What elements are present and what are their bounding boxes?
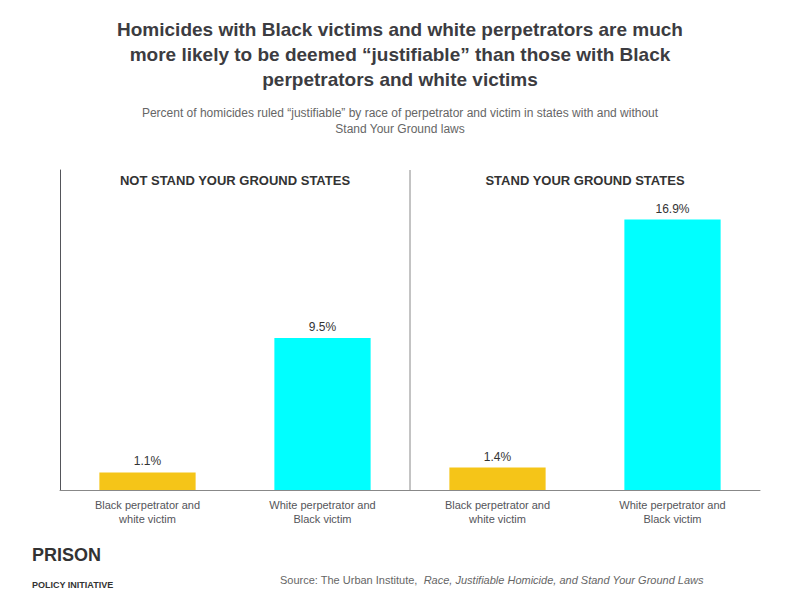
svg-text:more likely to be deemed “just: more likely to be deemed “justifiable” t… <box>130 44 671 65</box>
svg-text:perpetrators and white victims: perpetrators and white victims <box>262 69 538 90</box>
svg-text:White perpetrator and: White perpetrator and <box>619 499 725 511</box>
svg-text:Black perpetrator and: Black perpetrator and <box>95 499 200 511</box>
svg-text:STAND YOUR GROUND STATES: STAND YOUR GROUND STATES <box>485 173 684 188</box>
svg-text:Homicides with Black victims a: Homicides with Black victims and white p… <box>117 19 683 40</box>
svg-text:9.5%: 9.5% <box>309 320 337 334</box>
svg-text:Stand Your Ground laws: Stand Your Ground laws <box>335 122 464 136</box>
svg-text:1.4%: 1.4% <box>484 450 512 464</box>
svg-text:Black victim: Black victim <box>643 513 701 525</box>
svg-text:Black perpetrator and: Black perpetrator and <box>445 499 550 511</box>
svg-text:PRISON: PRISON <box>32 545 101 565</box>
svg-text:Race, Justifiable Homicide, an: Race, Justifiable Homicide, and Stand Yo… <box>424 574 704 586</box>
svg-text:NOT STAND YOUR GROUND STATES: NOT STAND YOUR GROUND STATES <box>120 173 350 188</box>
svg-text:Source: The Urban Institute,: Source: The Urban Institute, <box>280 574 417 586</box>
svg-text:1.1%: 1.1% <box>134 454 162 468</box>
svg-text:16.9%: 16.9% <box>655 202 689 216</box>
svg-text:Black victim: Black victim <box>293 513 351 525</box>
svg-text:Percent of homicides ruled “ju: Percent of homicides ruled “justifiable”… <box>142 106 659 120</box>
svg-text:White perpetrator and: White perpetrator and <box>269 499 375 511</box>
svg-text:POLICY INITIATIVE: POLICY INITIATIVE <box>32 580 113 590</box>
svg-text:white victim: white victim <box>468 513 526 525</box>
svg-text:white victim: white victim <box>118 513 176 525</box>
